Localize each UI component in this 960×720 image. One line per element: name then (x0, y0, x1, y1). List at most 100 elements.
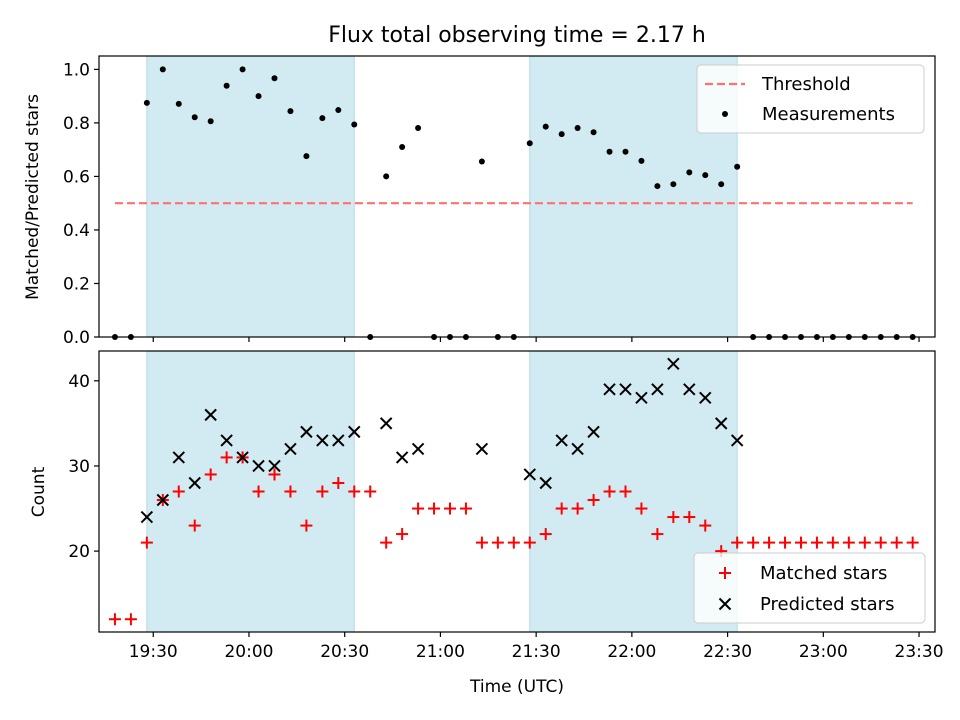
matched-star-point (619, 485, 632, 498)
x-tick-label: 23:30 (895, 642, 944, 662)
y-tick-label: 0.4 (63, 221, 90, 241)
bottom-y-axis-label: Count (29, 466, 49, 517)
predicted-star-point (603, 383, 616, 396)
matched-star-point (332, 476, 345, 489)
measurement-point (271, 75, 278, 82)
count-panel: 20 30 40 19:30 20:00 20:30 21:00 21:30 22:00 22:… (29, 350, 944, 697)
measurement-point (383, 173, 390, 180)
measurement-point (223, 82, 230, 89)
legend-matched-label: Matched stars (760, 563, 887, 584)
matched-star-point (603, 485, 616, 498)
predicted-star-point (284, 442, 297, 456)
x-tick-label: 21:00 (416, 642, 465, 662)
x-tick-label: 20:30 (320, 642, 369, 662)
matched-star-point (763, 536, 776, 549)
measurement-point (670, 181, 677, 188)
predicted-star-point (316, 434, 329, 447)
matched-star-point (507, 536, 520, 549)
matched-star-point (204, 468, 217, 481)
legend-matched-swatch (719, 567, 731, 579)
predicted-star-point (555, 434, 568, 447)
chart-title: Flux total observing time = 2.17 h (328, 23, 706, 48)
predicted-star-point (379, 417, 393, 430)
matched-star-point (491, 536, 504, 549)
measurement-point (606, 148, 613, 155)
measurement-point (542, 123, 549, 130)
bottom-x-axis: 19:30 20:00 20:30 21:00 21:30 22:00 22:30 23:00… (129, 632, 944, 662)
y-tick-label: 1.0 (63, 60, 90, 80)
matched-star-point (571, 502, 584, 515)
matched-star-point (188, 519, 201, 532)
predicted-star-point (268, 459, 281, 473)
predicted-star-point (475, 442, 489, 456)
bottom-legend-frame (693, 552, 926, 624)
matched-star-point (459, 502, 472, 515)
measurement-point (686, 169, 693, 176)
top-x-ticks (152, 337, 920, 342)
matched-star-point (651, 528, 664, 541)
measurement-point (175, 100, 182, 107)
measurement-point (734, 163, 741, 170)
predicted-star-point (523, 468, 536, 481)
measurement-point (590, 129, 597, 136)
measurement-point (207, 118, 214, 125)
matched-star-point (475, 536, 488, 549)
matched-star-point (699, 519, 712, 532)
matched-star-point (443, 502, 456, 515)
predicted-star-point (683, 383, 696, 396)
matched-star-point (412, 502, 425, 515)
matched-star-point (124, 613, 137, 626)
legend-threshold-label: Threshold (761, 74, 851, 95)
predicted-star-point (204, 408, 217, 422)
x-tick-label: 20:00 (224, 642, 273, 662)
x-tick-label: 19:30 (129, 642, 178, 662)
matched-star-point (396, 528, 409, 541)
matched-star-point (747, 536, 760, 549)
measurement-point (159, 66, 166, 73)
measurement-point (287, 108, 294, 115)
y-tick-label: 40 (68, 372, 90, 392)
matched-star-point (731, 536, 744, 549)
measurement-point (702, 172, 709, 179)
measurement-point (558, 131, 565, 138)
measurement-point (191, 114, 198, 121)
matched-star-point (380, 536, 393, 549)
matched-star-point (810, 536, 823, 549)
matched-star-point (635, 502, 648, 515)
measurement-point (351, 121, 358, 128)
top-legend: Threshold Measurements (696, 64, 925, 134)
measurement-point (399, 143, 406, 150)
predicted-star-point (252, 459, 265, 473)
measurement-point (526, 140, 533, 147)
x-tick-label: 23:00 (799, 642, 848, 662)
top-axes-frame (98, 55, 936, 338)
matched-star-point (779, 536, 792, 549)
measurement-point (478, 158, 485, 165)
predicted-star-point (539, 476, 552, 490)
predicted-star-point (699, 391, 712, 405)
predicted-star-point (140, 510, 154, 524)
matched-star-point (364, 485, 377, 498)
predicted-star-point (156, 493, 170, 507)
matched-star-point (683, 511, 696, 524)
predicted-star-point (348, 425, 361, 439)
y-tick-label: 20 (68, 542, 90, 562)
matched-star-point (794, 536, 807, 549)
predicted-star-point (395, 451, 409, 464)
matched-star-point (268, 468, 281, 481)
measurement-point (654, 183, 661, 190)
y-tick-label: 0.2 (63, 274, 90, 294)
bottom-legend: Matched stars Predicted stars (693, 552, 926, 624)
measurement-point (718, 181, 725, 188)
matched-star-point (252, 485, 265, 498)
predicted-star-point (587, 425, 600, 439)
bottom-y-axis: 20 30 40 (68, 372, 99, 562)
matched-star-point (539, 528, 552, 541)
top-legend-frame (696, 64, 925, 134)
predicted-star-point (300, 425, 313, 439)
measurement-point (319, 115, 326, 122)
x-tick-label: 22:00 (607, 642, 656, 662)
predicted-star-point (220, 434, 233, 447)
y-tick-label: 0.6 (63, 167, 90, 187)
